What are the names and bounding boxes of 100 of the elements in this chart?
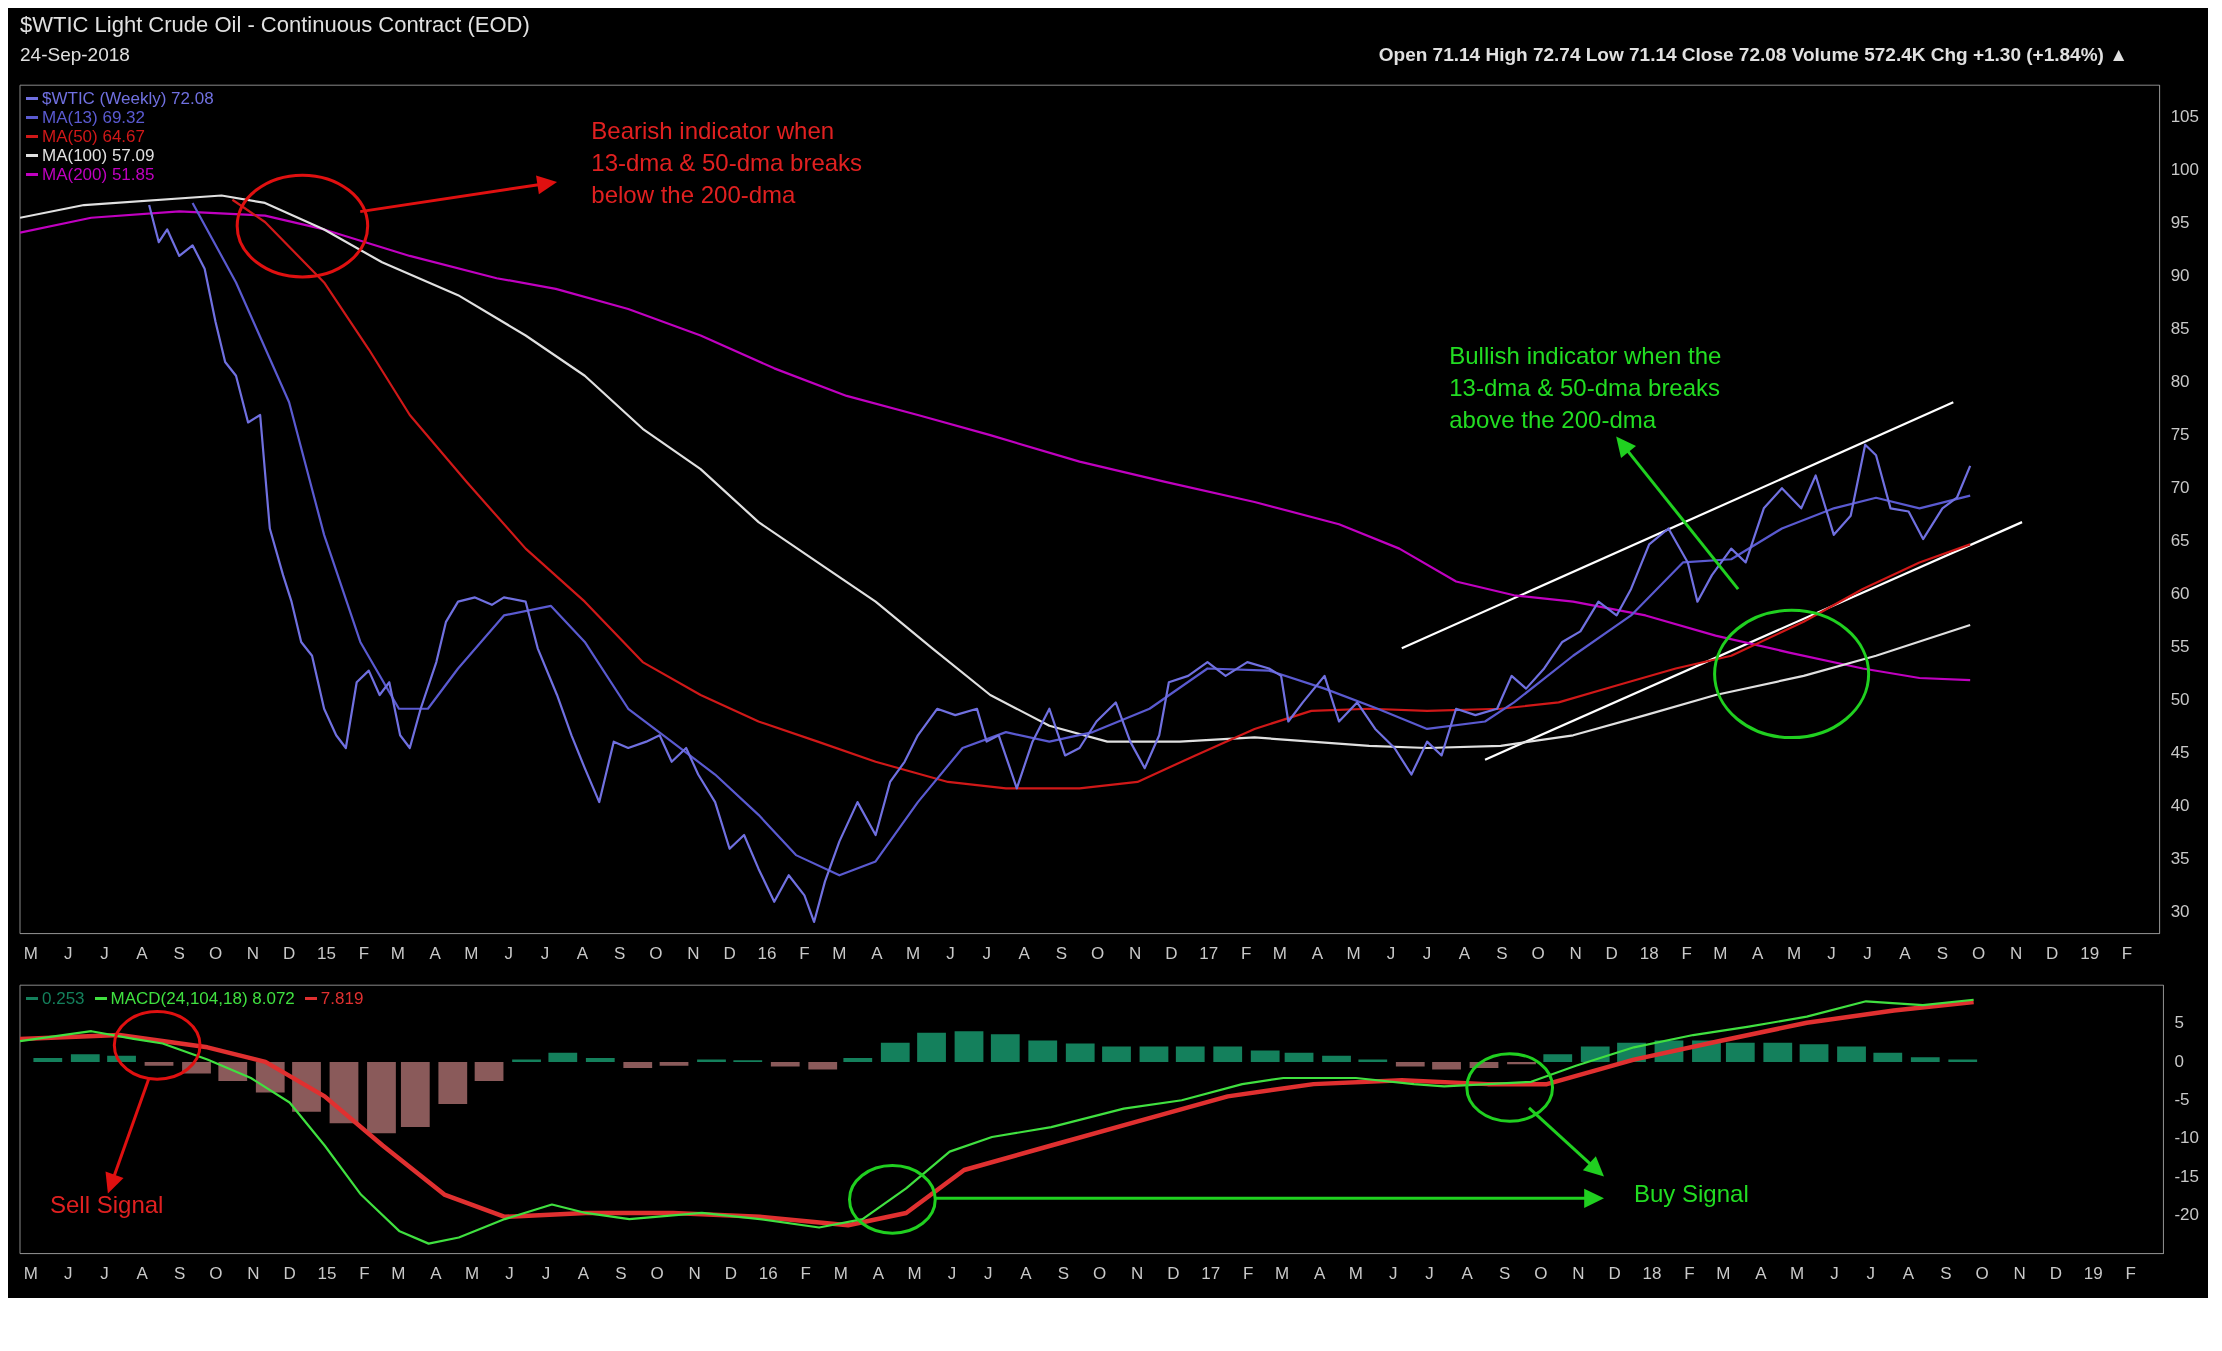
x-tick-label: A <box>1311 944 1324 964</box>
x-tick-label: J <box>504 944 513 964</box>
x-tick-label: F <box>2125 1264 2136 1284</box>
x-tick-label: A <box>1752 944 1765 964</box>
x-tick-label: A <box>577 1264 590 1284</box>
y-tick-label: -5 <box>2174 1089 2190 1109</box>
x-tick-label: M <box>391 1264 406 1284</box>
x-tick-label: J <box>1863 944 1872 964</box>
bar <box>880 1042 910 1062</box>
x-tick-label: S <box>173 944 185 964</box>
bar <box>990 1034 1020 1062</box>
x-tick-label: N <box>1569 944 1582 964</box>
bar <box>1322 1055 1351 1062</box>
x-tick-label: 17 <box>1199 944 1219 964</box>
bar <box>1763 1042 1793 1062</box>
x-tick-label: A <box>1020 1264 1033 1284</box>
y-tick-label: 45 <box>2170 743 2190 762</box>
x-tick-label: M <box>833 1264 848 1284</box>
bar <box>548 1052 578 1062</box>
bar <box>585 1058 615 1062</box>
x-tick-label: M <box>1786 944 1802 964</box>
bar <box>1102 1046 1131 1062</box>
x-tick-label: A <box>1461 1264 1474 1284</box>
y-tick-label: 95 <box>2170 212 2190 232</box>
x-tick-label: 18 <box>1639 944 1659 964</box>
x-tick-label: N <box>246 944 260 964</box>
x-tick-label: M <box>907 1264 922 1284</box>
legend-label: 7.819 <box>320 989 364 1009</box>
y-tick-label: 55 <box>2170 636 2190 656</box>
bar <box>1543 1054 1573 1062</box>
y-tick-label: 5 <box>2174 1013 2184 1033</box>
x-tick-label: F <box>800 1264 811 1284</box>
y-tick-label: 80 <box>2170 371 2190 391</box>
legend-label: MA(100) 57.09 <box>42 146 155 166</box>
bar <box>1139 1046 1169 1062</box>
x-tick-label: F <box>1681 944 1692 964</box>
x-tick-label: J <box>1422 944 1432 964</box>
x-tick-label: N <box>2009 944 2023 964</box>
chart-title: $WTIC Light Crude Oil - Continuous Contract (EOD) <box>20 12 530 38</box>
x-tick-label: F <box>799 944 810 964</box>
legend-label: 0.253 <box>42 989 85 1009</box>
x-tick-label: A <box>871 944 884 964</box>
legend-label: MACD(24,104,18) 8.072 <box>110 989 295 1009</box>
x-tick-label: D <box>1167 1264 1180 1284</box>
x-tick-label: 17 <box>1201 1264 1221 1284</box>
x-tick-label: M <box>1716 1264 1731 1284</box>
x-tick-label: D <box>724 1264 737 1284</box>
x-tick-label: A <box>430 1264 443 1284</box>
y-tick-label: 70 <box>2170 477 2190 497</box>
x-tick-label: D <box>282 944 296 964</box>
x-tick-label: J <box>541 1264 551 1284</box>
x-tick-label: F <box>359 1264 370 1284</box>
x-tick-label: S <box>615 1264 627 1284</box>
x-tick-label: 16 <box>758 1264 778 1284</box>
x-tick-label: D <box>1608 1264 1621 1284</box>
x-tick-label: M <box>465 1264 480 1284</box>
y-tick-label: 30 <box>2170 902 2190 922</box>
y-tick-label: 85 <box>2170 318 2190 338</box>
y-tick-label: 75 <box>2170 424 2190 444</box>
legend-label: MA(50) 64.67 <box>42 127 145 147</box>
annotation: Bearish indicator when 13-dma & 50-dma breaks below the 200-dma <box>591 115 864 210</box>
y-tick-label: -20 <box>2174 1204 2200 1224</box>
bar <box>1028 1040 1058 1062</box>
x-tick-label: M <box>23 1264 38 1284</box>
x-tick-label: S <box>1496 944 1508 964</box>
bar <box>33 1058 63 1062</box>
annotation: Sell Signal <box>50 1190 164 1221</box>
x-tick-label: J <box>100 944 109 964</box>
x-tick-label: M <box>1272 944 1287 964</box>
x-tick-label: J <box>1830 1264 1839 1284</box>
x-tick-label: J <box>1389 1264 1398 1284</box>
x-tick-label: A <box>1899 944 1912 964</box>
x-tick-label: 18 <box>1642 1264 1662 1284</box>
bar <box>474 1061 504 1082</box>
x-tick-label: D <box>1165 944 1178 964</box>
x-tick-label: D <box>723 944 736 964</box>
x-tick-label: O <box>1092 1264 1107 1284</box>
y-tick-label: -15 <box>2174 1166 2200 1186</box>
bar <box>1213 1046 1243 1062</box>
bar <box>1175 1046 1205 1062</box>
x-tick-label: A <box>1458 944 1471 964</box>
x-tick-label: N <box>1572 1264 1585 1284</box>
bar <box>1725 1042 1755 1062</box>
bar <box>808 1061 838 1070</box>
x-tick-label: O <box>650 1264 664 1284</box>
x-tick-label: J <box>1386 944 1396 964</box>
legend-label: MA(200) 51.85 <box>42 165 155 185</box>
x-tick-label: J <box>1827 944 1836 964</box>
x-tick-label: 15 <box>317 944 336 964</box>
x-tick-label: A <box>1313 1264 1326 1284</box>
x-tick-label: J <box>540 944 550 964</box>
text: Open 71.14 High 72.74 Low 71.14 Close 72.08 Volume 572.4K Chg +1.30 (+1.84%) ▲ <box>1378 44 2128 66</box>
bar <box>1284 1052 1314 1062</box>
x-tick-label: A <box>872 1264 885 1284</box>
x-tick-label: F <box>1684 1264 1695 1284</box>
x-tick-label: J <box>64 944 73 964</box>
x-tick-label: O <box>209 1264 223 1284</box>
x-tick-label: A <box>1018 944 1031 964</box>
chart-subtitle: 24-Sep-2018 <box>20 44 130 66</box>
x-tick-label: D <box>2049 1264 2062 1284</box>
